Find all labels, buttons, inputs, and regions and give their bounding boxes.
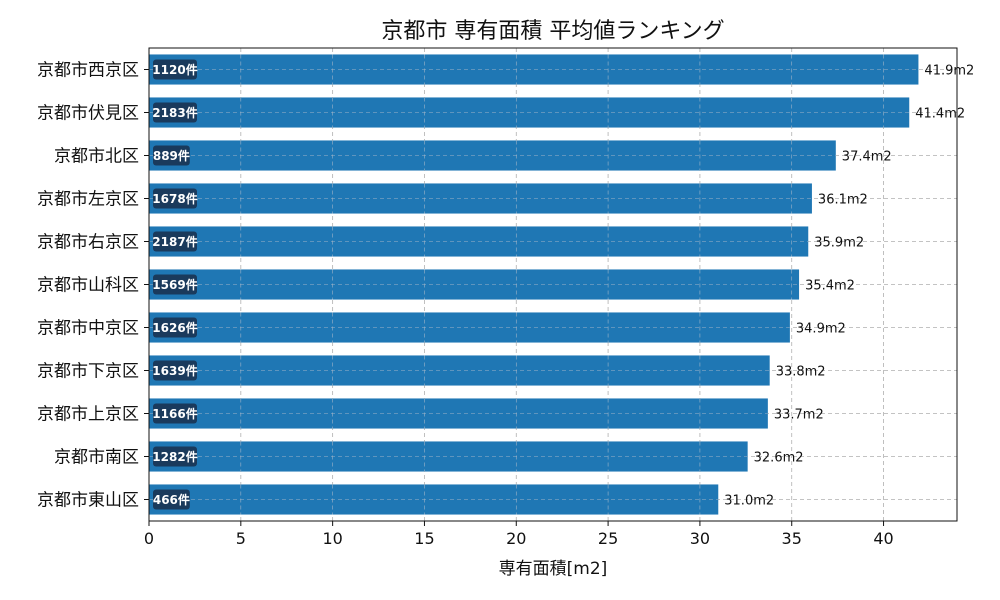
value-label: 37.4m2 [842,150,892,165]
value-label: 33.7m2 [774,408,824,423]
value-label: 31.0m2 [724,494,774,509]
x-axis-label: 専有面積[m2] [499,559,608,579]
bars: 1120件 41.9m2 2183件 41.4m2 889件 37.4m2 1678件 36.… [149,54,974,515]
count-badge [153,360,197,381]
y-tick-label: 京都市南区 [54,448,139,468]
count-badge [153,403,197,424]
count-label: 1639件 [152,363,197,378]
y-tick-label: 京都市北区 [54,147,139,167]
x-axis-ticks: 0 5 10 15 20 25 30 35 40 [144,521,894,548]
x-tick-label: 5 [236,529,246,548]
y-tick-label: 京都市下京区 [37,362,139,382]
x-tick-label: 25 [598,529,618,548]
count-label: 1569件 [152,277,197,292]
count-label: 1282件 [152,449,197,464]
count-badge [153,489,190,510]
count-badge [153,231,197,252]
bar [149,441,748,472]
x-tick-label: 30 [690,529,710,548]
count-label: 1120件 [152,62,197,77]
y-tick-label: 京都市左京区 [37,190,139,210]
count-badge [153,446,197,467]
count-label: 889件 [153,148,190,163]
count-badge [153,188,197,209]
value-label: 35.4m2 [805,279,855,294]
count-label: 1166件 [152,406,197,421]
y-tick-label: 京都市中京区 [37,319,139,339]
y-tick-label: 京都市伏見区 [37,104,139,124]
value-label: 33.8m2 [776,365,826,380]
value-label: 36.1m2 [818,193,868,208]
count-badge [153,102,197,123]
x-tick-label: 10 [322,529,342,548]
bar [149,312,790,343]
y-tick-label: 京都市上京区 [37,405,139,425]
y-tick-label: 京都市山科区 [37,276,139,296]
x-tick-label: 15 [414,529,434,548]
value-label: 41.4m2 [915,107,965,122]
y-tick-label: 京都市右京区 [37,233,139,253]
count-label: 466件 [153,492,190,507]
x-tick-label: 20 [506,529,526,548]
y-tick-label: 京都市東山区 [37,491,139,511]
value-label: 41.9m2 [924,64,974,79]
count-label: 2183件 [152,105,197,120]
count-label: 2187件 [152,234,197,249]
x-tick-label: 0 [144,529,154,548]
plot-frame [148,47,958,522]
value-label: 35.9m2 [814,236,864,251]
y-tick-label: 京都市西京区 [37,61,139,81]
value-label: 32.6m2 [754,451,804,466]
count-label: 1678件 [152,191,197,206]
count-badge [153,317,197,338]
chart-title: 京都市 専有面積 平均値ランキング [381,19,724,44]
count-badge [153,145,190,166]
x-tick-label: 35 [782,529,802,548]
count-label: 1626件 [152,320,197,335]
count-badge [153,59,197,80]
value-label: 34.9m2 [796,322,846,337]
x-tick-label: 40 [873,529,893,548]
y-axis-labels: 京都市西京区京都市伏見区京都市北区京都市左京区京都市右京区京都市山科区京都市中京… [37,61,149,511]
count-badge [153,274,197,295]
